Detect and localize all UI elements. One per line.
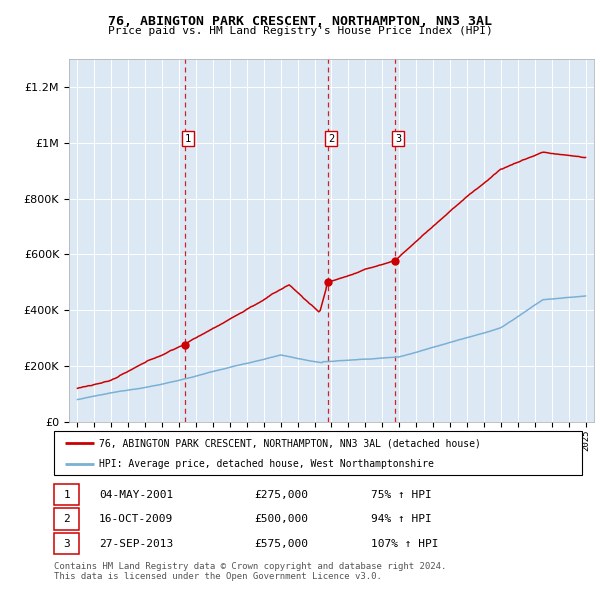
Text: £275,000: £275,000 bbox=[254, 490, 308, 500]
FancyBboxPatch shape bbox=[54, 431, 582, 475]
Text: 76, ABINGTON PARK CRESCENT, NORTHAMPTON, NN3 3AL (detached house): 76, ABINGTON PARK CRESCENT, NORTHAMPTON,… bbox=[99, 438, 481, 448]
Text: HPI: Average price, detached house, West Northamptonshire: HPI: Average price, detached house, West… bbox=[99, 459, 434, 469]
Text: 2: 2 bbox=[328, 134, 334, 144]
Text: 1: 1 bbox=[63, 490, 70, 500]
Text: Price paid vs. HM Land Registry's House Price Index (HPI): Price paid vs. HM Land Registry's House … bbox=[107, 26, 493, 36]
Text: 75% ↑ HPI: 75% ↑ HPI bbox=[371, 490, 431, 500]
Text: 94% ↑ HPI: 94% ↑ HPI bbox=[371, 514, 431, 524]
FancyBboxPatch shape bbox=[54, 509, 79, 530]
Text: 3: 3 bbox=[63, 539, 70, 549]
FancyBboxPatch shape bbox=[54, 533, 79, 555]
Text: 2: 2 bbox=[63, 514, 70, 524]
Text: £500,000: £500,000 bbox=[254, 514, 308, 524]
Text: 04-MAY-2001: 04-MAY-2001 bbox=[99, 490, 173, 500]
Text: Contains HM Land Registry data © Crown copyright and database right 2024.
This d: Contains HM Land Registry data © Crown c… bbox=[54, 562, 446, 581]
Text: 3: 3 bbox=[395, 134, 401, 144]
Text: 76, ABINGTON PARK CRESCENT, NORTHAMPTON, NN3 3AL: 76, ABINGTON PARK CRESCENT, NORTHAMPTON,… bbox=[108, 15, 492, 28]
Text: 16-OCT-2009: 16-OCT-2009 bbox=[99, 514, 173, 524]
Text: £575,000: £575,000 bbox=[254, 539, 308, 549]
Text: 107% ↑ HPI: 107% ↑ HPI bbox=[371, 539, 438, 549]
Text: 27-SEP-2013: 27-SEP-2013 bbox=[99, 539, 173, 549]
Text: 1: 1 bbox=[185, 134, 191, 144]
FancyBboxPatch shape bbox=[54, 484, 79, 506]
